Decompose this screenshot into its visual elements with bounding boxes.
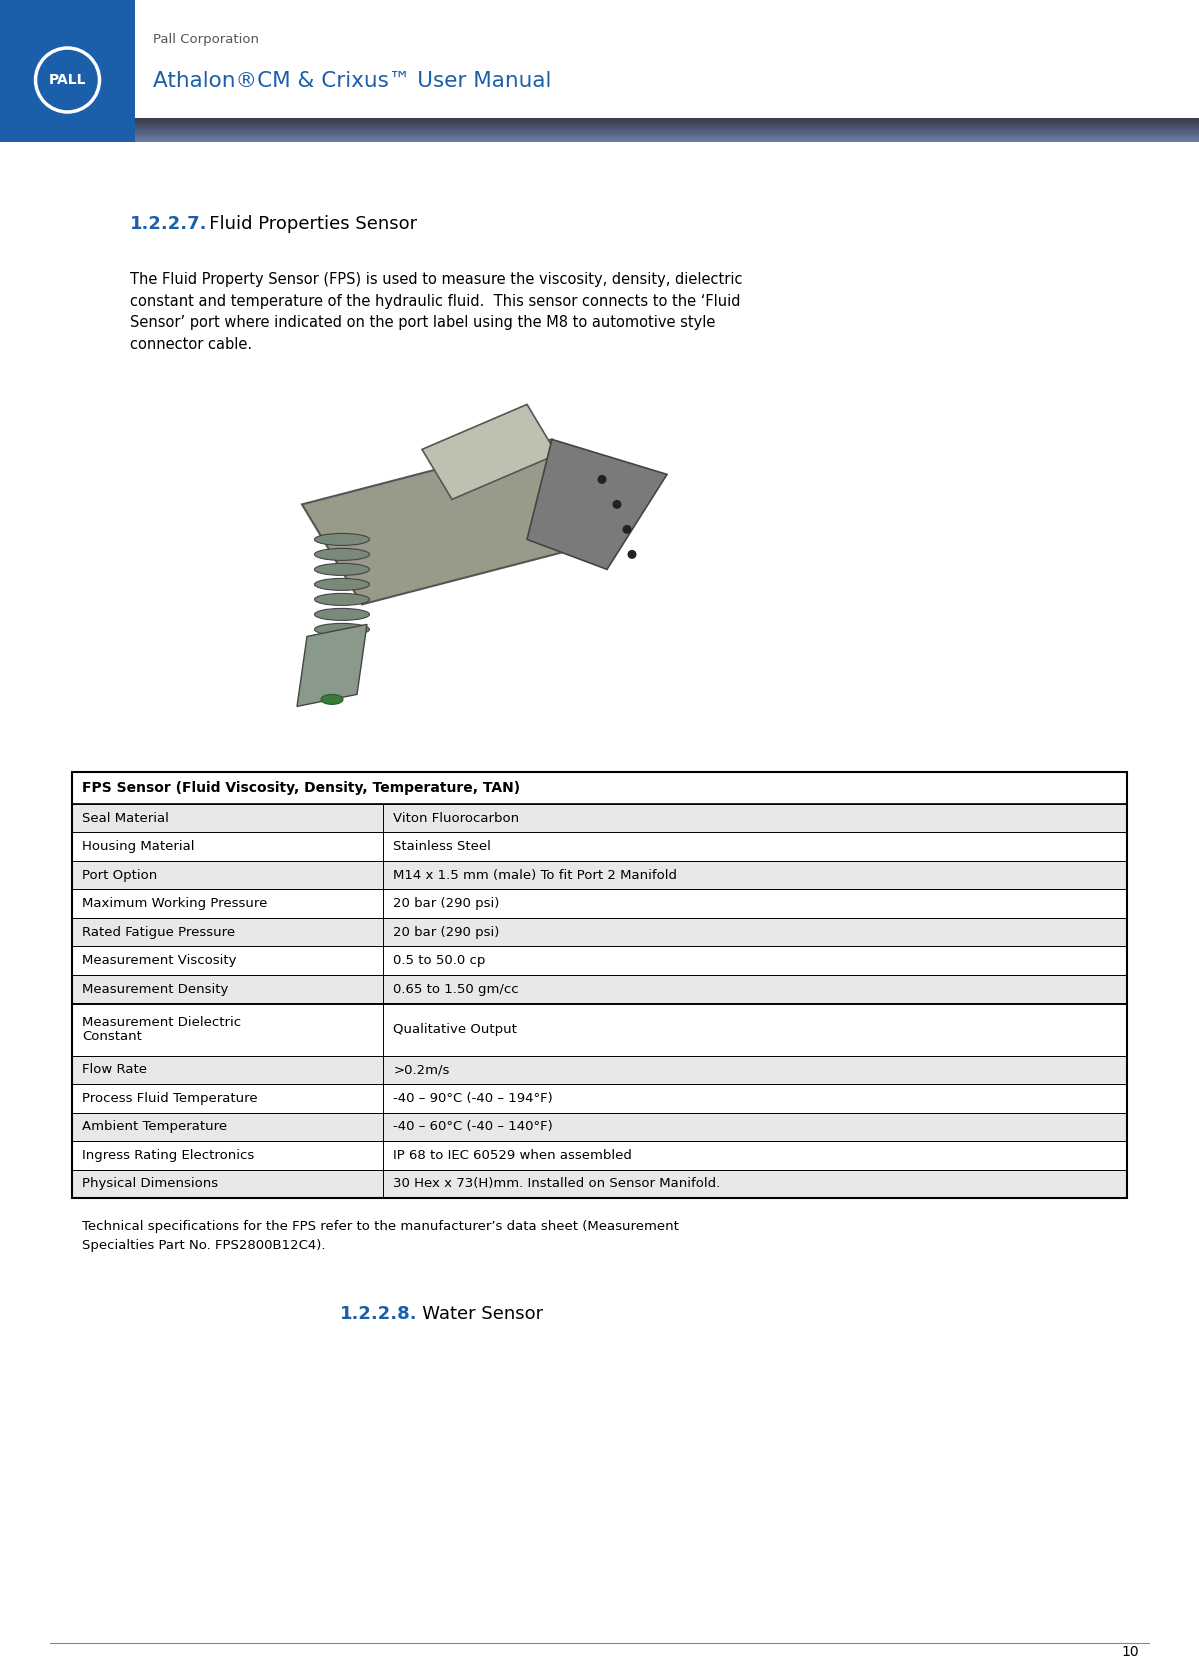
Ellipse shape <box>321 695 343 705</box>
Text: Ambient Temperature: Ambient Temperature <box>82 1120 227 1133</box>
Polygon shape <box>302 439 611 605</box>
Text: 0.65 to 1.50 gm/cc: 0.65 to 1.50 gm/cc <box>393 983 519 996</box>
Text: Ingress Rating Electronics: Ingress Rating Electronics <box>82 1148 254 1161</box>
Text: Housing Material: Housing Material <box>82 841 194 854</box>
Text: 30 Hex x 73(H)mm. Installed on Sensor Manifold.: 30 Hex x 73(H)mm. Installed on Sensor Ma… <box>393 1178 721 1190</box>
Text: Water Sensor: Water Sensor <box>405 1305 543 1323</box>
Bar <box>72 1113 1127 1141</box>
Text: Flow Rate: Flow Rate <box>82 1063 147 1076</box>
Ellipse shape <box>314 608 369 620</box>
Bar <box>72 772 1127 1198</box>
Ellipse shape <box>314 548 369 560</box>
Bar <box>72 861 1127 889</box>
Text: M14 x 1.5 mm (male) To fit Port 2 Manifold: M14 x 1.5 mm (male) To fit Port 2 Manifo… <box>393 869 677 882</box>
Text: Technical specifications for the FPS refer to the manufacturer’s data sheet (Mea: Technical specifications for the FPS ref… <box>82 1220 679 1252</box>
Text: Maximum Working Pressure: Maximum Working Pressure <box>82 897 267 911</box>
Ellipse shape <box>314 623 369 635</box>
Bar <box>72 772 1127 804</box>
Text: 20 bar (290 psi): 20 bar (290 psi) <box>393 897 500 911</box>
Bar <box>72 974 1127 1004</box>
Polygon shape <box>297 625 367 707</box>
Circle shape <box>627 550 637 558</box>
Text: >0.2m/s: >0.2m/s <box>393 1063 450 1076</box>
Text: -40 – 60°C (-40 – 140°F): -40 – 60°C (-40 – 140°F) <box>393 1120 553 1133</box>
Text: Physical Dimensions: Physical Dimensions <box>82 1178 218 1190</box>
Text: Measurement Dielectric
Constant: Measurement Dielectric Constant <box>82 1016 241 1043</box>
Text: Qualitative Output: Qualitative Output <box>393 1023 517 1036</box>
Bar <box>72 804 1127 832</box>
Text: Seal Material: Seal Material <box>82 812 169 825</box>
Text: 1.2.2.8.: 1.2.2.8. <box>341 1305 417 1323</box>
Text: IP 68 to IEC 60529 when assembled: IP 68 to IEC 60529 when assembled <box>393 1148 632 1161</box>
Text: Port Option: Port Option <box>82 869 157 882</box>
Ellipse shape <box>314 563 369 575</box>
Bar <box>72 1056 1127 1084</box>
Bar <box>72 832 1127 861</box>
Text: 10: 10 <box>1121 1644 1139 1659</box>
Text: FPS Sensor (Fluid Viscosity, Density, Temperature, TAN): FPS Sensor (Fluid Viscosity, Density, Te… <box>82 780 520 795</box>
Ellipse shape <box>314 593 369 605</box>
Circle shape <box>597 475 607 485</box>
Bar <box>72 1170 1127 1198</box>
Ellipse shape <box>314 578 369 590</box>
Bar <box>72 889 1127 917</box>
Polygon shape <box>422 404 558 500</box>
Bar <box>72 1084 1127 1113</box>
Text: Process Fluid Temperature: Process Fluid Temperature <box>82 1091 258 1105</box>
Text: Stainless Steel: Stainless Steel <box>393 841 492 854</box>
Text: 0.5 to 50.0 cp: 0.5 to 50.0 cp <box>393 954 486 968</box>
Text: Athalon®CM & Crixus™ User Manual: Athalon®CM & Crixus™ User Manual <box>153 70 552 90</box>
Text: Measurement Viscosity: Measurement Viscosity <box>82 954 236 968</box>
Text: -40 – 90°C (-40 – 194°F): -40 – 90°C (-40 – 194°F) <box>393 1091 553 1105</box>
Text: 20 bar (290 psi): 20 bar (290 psi) <box>393 926 500 939</box>
Bar <box>135 0 1199 119</box>
Circle shape <box>613 500 621 510</box>
Text: Rated Fatigue Pressure: Rated Fatigue Pressure <box>82 926 235 939</box>
Text: 1.2.2.7.: 1.2.2.7. <box>129 216 207 232</box>
Bar <box>72 1004 1127 1056</box>
Polygon shape <box>528 439 667 570</box>
Bar <box>0 0 135 119</box>
Circle shape <box>622 525 632 535</box>
Text: Fluid Properties Sensor: Fluid Properties Sensor <box>192 216 417 232</box>
Text: Pall Corporation: Pall Corporation <box>153 33 259 47</box>
Bar <box>72 1141 1127 1170</box>
Ellipse shape <box>314 533 369 545</box>
Text: PALL: PALL <box>49 74 86 87</box>
Text: Viton Fluorocarbon: Viton Fluorocarbon <box>393 812 519 825</box>
Text: Measurement Density: Measurement Density <box>82 983 228 996</box>
Bar <box>0 119 135 142</box>
Text: The Fluid Property Sensor (FPS) is used to measure the viscosity, density, diele: The Fluid Property Sensor (FPS) is used … <box>129 272 742 353</box>
Bar <box>72 917 1127 946</box>
Bar <box>72 946 1127 974</box>
